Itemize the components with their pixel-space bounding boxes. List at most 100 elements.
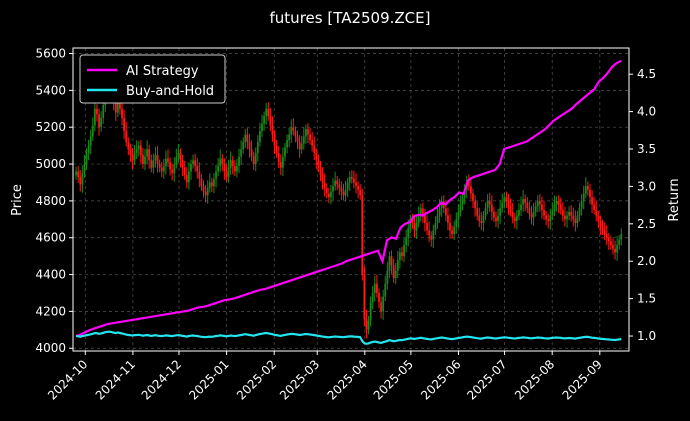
candle-body xyxy=(162,165,165,172)
candle-body xyxy=(144,156,146,165)
candle-body xyxy=(185,175,188,183)
candle-body xyxy=(595,210,598,216)
candle-body xyxy=(444,208,447,216)
chart-title: futures [TA2509.ZCE] xyxy=(270,9,431,27)
candle-body xyxy=(288,134,291,141)
candle-body xyxy=(173,164,176,174)
candle-body xyxy=(470,186,472,194)
candle-body xyxy=(346,182,349,190)
candle-body xyxy=(273,134,276,146)
candle-body xyxy=(532,211,535,218)
candle-body xyxy=(407,228,410,238)
candle-body xyxy=(89,136,92,146)
candle-body xyxy=(227,167,230,177)
candle-body xyxy=(309,134,311,141)
candle-body xyxy=(327,193,330,198)
candle-body xyxy=(85,152,88,165)
y-right-tick-label: 1.5 xyxy=(637,292,656,306)
candle-body xyxy=(304,129,307,137)
candle-body xyxy=(430,235,433,240)
candle-body xyxy=(298,141,301,150)
candle-body xyxy=(484,208,487,216)
candle-body xyxy=(526,202,529,209)
candle-body xyxy=(503,197,506,203)
candle-body xyxy=(524,199,527,203)
candle-body xyxy=(338,184,341,188)
candle-body xyxy=(259,130,261,142)
candle-body xyxy=(492,211,495,218)
candle-body xyxy=(198,171,201,179)
candle-body xyxy=(449,222,451,231)
candle-body xyxy=(146,149,149,157)
candle-body xyxy=(561,210,564,216)
y-right-tick-label: 2.5 xyxy=(637,217,656,231)
candle-body xyxy=(236,165,238,172)
candle-body xyxy=(355,182,357,187)
candle-body xyxy=(142,154,144,165)
candle-body xyxy=(187,171,190,183)
y-right-tick-label: 2.0 xyxy=(637,254,656,268)
candle-body xyxy=(252,156,255,165)
candle-body xyxy=(566,215,568,220)
candle-body xyxy=(421,208,424,216)
candle-body xyxy=(261,123,263,131)
candle-body xyxy=(269,116,272,126)
candle-body xyxy=(528,208,531,214)
candle-body xyxy=(538,200,541,205)
candle-body xyxy=(81,173,84,185)
candle-body xyxy=(148,149,151,161)
candle-body xyxy=(424,215,426,223)
candle-body xyxy=(361,195,364,275)
legend-ai-label: AI Strategy xyxy=(126,64,199,79)
candle-body xyxy=(451,230,454,235)
candle-body xyxy=(365,318,368,330)
candle-body xyxy=(586,186,589,190)
candle-body xyxy=(210,182,213,187)
candle-body xyxy=(284,147,286,157)
candle-body xyxy=(292,127,295,131)
candle-body xyxy=(522,199,525,205)
candle-body xyxy=(127,141,130,150)
candle-body xyxy=(409,219,412,229)
candle-body xyxy=(582,193,585,201)
candle-body xyxy=(553,204,556,211)
candle-body xyxy=(419,208,422,216)
candle-body xyxy=(250,149,253,157)
candle-body xyxy=(248,141,251,150)
candle-body xyxy=(300,143,303,150)
candle-body xyxy=(499,208,502,216)
candle-body xyxy=(154,154,157,161)
candle-body xyxy=(125,130,128,142)
legend: AI Strategy Buy-and-Hold xyxy=(79,54,226,104)
candle-body xyxy=(137,145,140,150)
y-right-tick-label: 1.0 xyxy=(637,329,656,343)
candle-body xyxy=(321,175,324,183)
candle-body xyxy=(244,134,247,142)
candle-body xyxy=(116,99,119,113)
candle-body xyxy=(505,197,508,201)
candle-body xyxy=(177,152,180,157)
candle-body xyxy=(91,125,94,137)
candle-body xyxy=(551,210,554,216)
y-right-tick-label: 3.0 xyxy=(637,179,656,193)
candle-body xyxy=(267,108,270,117)
candle-body xyxy=(411,219,414,223)
candle-body xyxy=(344,189,347,196)
candle-body xyxy=(476,208,479,216)
candle-body xyxy=(348,176,351,183)
candle-body xyxy=(323,182,326,188)
candle-body xyxy=(175,156,178,165)
candle-body xyxy=(363,274,366,319)
candle-body xyxy=(133,152,136,161)
candle-body xyxy=(87,145,90,153)
candle-body xyxy=(340,187,343,192)
candle-body xyxy=(559,204,562,211)
candle-body xyxy=(375,283,378,293)
candle-body xyxy=(265,108,268,117)
candle-body xyxy=(369,302,372,321)
candle-body xyxy=(432,230,435,240)
candle-body xyxy=(426,222,428,231)
candle-body xyxy=(367,320,370,330)
candle-body xyxy=(436,215,439,223)
candle-body xyxy=(167,158,169,163)
